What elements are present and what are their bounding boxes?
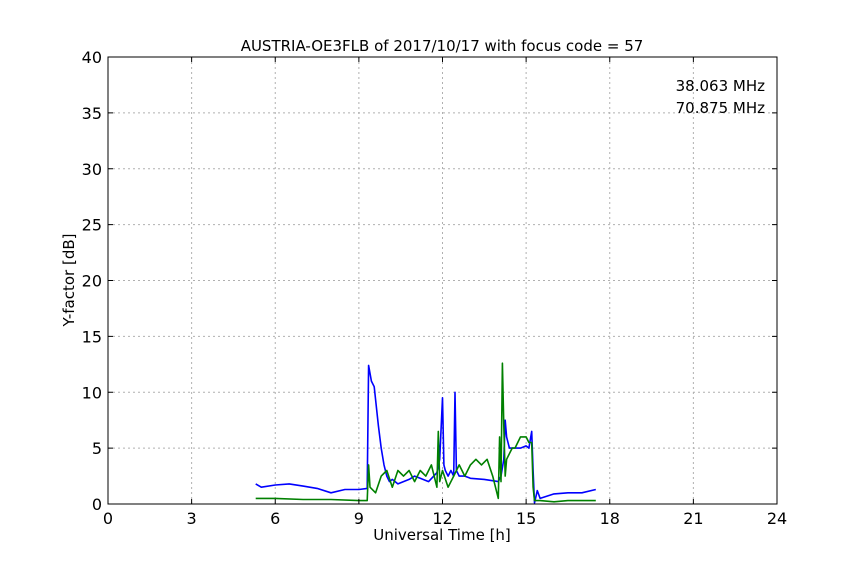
x-tick-label: 3 (187, 509, 197, 528)
chart-title: AUSTRIA-OE3FLB of 2017/10/17 with focus … (241, 37, 644, 55)
y-tick-label: 10 (82, 383, 102, 402)
y-tick-label: 40 (82, 48, 102, 67)
x-tick-label: 21 (683, 509, 703, 528)
y-tick-label: 20 (82, 272, 102, 291)
x-tick-label: 24 (767, 509, 787, 528)
x-tick-label: 9 (354, 509, 364, 528)
y-tick-label: 30 (82, 160, 102, 179)
y-tick-label: 15 (82, 327, 102, 346)
y-tick-label: 5 (92, 439, 102, 458)
y-tick-label: 0 (92, 495, 102, 514)
y-axis-label: Y-factor [dB] (60, 233, 78, 327)
x-tick-label: 15 (516, 509, 536, 528)
ticks: 0 3 6 9 12 15 18 21 24 0 5 10 15 20 25 30 35 40 (82, 48, 788, 528)
x-tick-label: 0 (103, 509, 113, 528)
series-line-0 (255, 364, 596, 504)
legend-entry-1: 70.875 MHz (676, 99, 765, 117)
x-tick-label: 18 (600, 509, 620, 528)
y-tick-label: 25 (82, 216, 102, 235)
x-tick-label: 12 (432, 509, 452, 528)
series-layer (255, 362, 596, 504)
x-axis-label: Universal Time [h] (373, 526, 511, 544)
series-line-1 (255, 362, 596, 503)
x-tick-label: 6 (270, 509, 280, 528)
legend-entry-0: 38.063 MHz (676, 77, 765, 95)
y-tick-label: 35 (82, 104, 102, 123)
